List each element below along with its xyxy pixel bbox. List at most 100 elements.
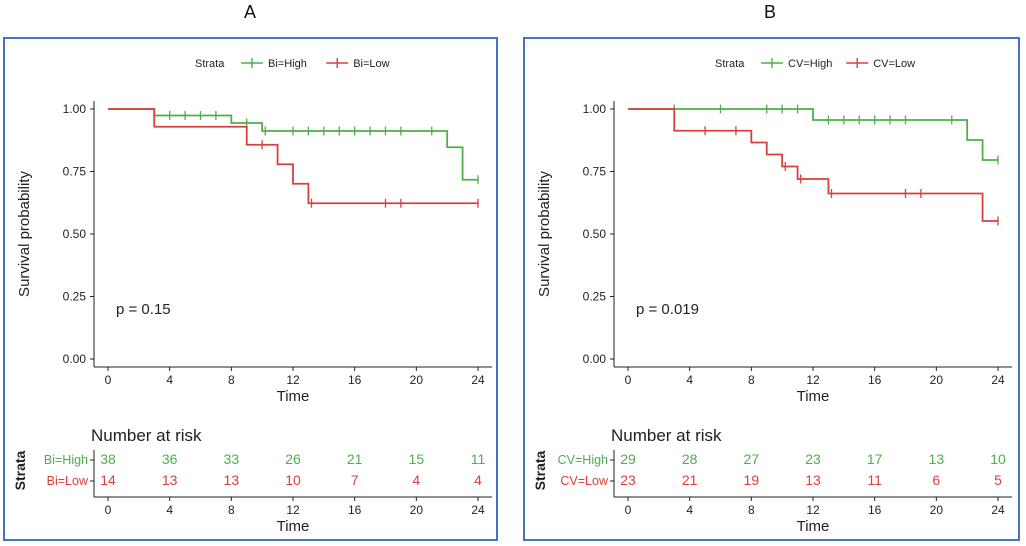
panel-b-risk-x-tick-label-5: 20	[930, 503, 944, 517]
panel-a-risk-count-1-5: 4	[412, 472, 420, 488]
panel-a-risk-x-tick-label-2: 8	[228, 503, 235, 517]
panel-label-b: B	[764, 2, 777, 22]
panel-b-risk-count-0-6: 10	[990, 451, 1006, 467]
panel-a-legend: Strata Bi=High Bi=Low	[195, 58, 390, 70]
panel-a-x-tick-label-4: 16	[348, 373, 362, 387]
panel-b-risk-count-1-5: 6	[932, 472, 940, 488]
panel-b-risk-count-1-0: 23	[620, 472, 636, 488]
panel-b-risk-strata-label: Strata	[532, 450, 548, 490]
panel-a-risk-x-tick-label-1: 4	[166, 503, 173, 517]
panel-a-y-axis-title: Survival probability	[16, 171, 33, 297]
panel-b-y-tick-label-4: 1.00	[583, 102, 607, 116]
panel-b-y-axis-title: Survival probability	[536, 171, 553, 297]
panel-a-risk-count-0-1: 36	[162, 451, 178, 467]
panel-b-risk-title: Number at risk	[611, 426, 722, 445]
panel-a-risk-count-1-2: 13	[224, 472, 240, 488]
panel-a-x-tick-label-0: 0	[105, 373, 112, 387]
panel-a-y-tick-label-2: 0.50	[63, 227, 87, 241]
panel-a-risk-count-1-0: 14	[100, 472, 116, 488]
panel-a-axes: 0.00 0.25 0.50 0.75 1.00 0 4 8 12 16 20 24 Time Survi…	[16, 101, 492, 405]
km-chart-a: Strata Bi=High Bi=Low 0.00 0.25 0.50 0.75 1.00 0…	[12, 58, 492, 535]
panel-b-y-tick-label-0: 0.00	[583, 352, 607, 366]
panel-b-risk-count-0-4: 17	[867, 451, 883, 467]
panel-b-risk-x-tick-label-1: 4	[686, 503, 693, 517]
panel-b-risk-x-tick-label-0: 0	[625, 503, 632, 517]
panel-b-risk-x-tick-label-2: 8	[748, 503, 755, 517]
panel-a-legend-label-0: Bi=High	[268, 58, 307, 70]
km-panel-a: Strata Bi=High Bi=Low 0.00 0.25 0.50 0.75 1.00 0…	[3, 37, 498, 541]
panel-b-y-tick-label-3: 0.75	[583, 165, 607, 179]
panel-a-legend-title: Strata	[195, 58, 225, 70]
panel-a-y-tick-label-1: 0.25	[63, 290, 87, 304]
panel-b-x-axis-title: Time	[797, 388, 830, 405]
panel-a-risk-title: Number at risk	[91, 426, 202, 445]
panel-b-risk-count-0-0: 29	[620, 451, 636, 467]
panel-b-risk-count-0-5: 13	[929, 451, 945, 467]
panel-b-risk-count-0-2: 27	[744, 451, 760, 467]
panel-a-risk-x-tick-label-6: 24	[471, 503, 485, 517]
panel-a-x-tick-label-3: 12	[286, 373, 300, 387]
panel-label-a: A	[244, 2, 257, 22]
panel-a-y-tick-label-4: 1.00	[63, 102, 87, 116]
panel-b-risk-count-1-3: 13	[805, 472, 821, 488]
km-panel-b: Strata CV=High CV=Low 0.00 0.25 0.50 0.75 1.00 0…	[523, 37, 1020, 541]
panel-a-y-tick-label-0: 0.00	[63, 352, 87, 366]
panel-a-p-value: p = 0.15	[116, 301, 171, 318]
panel-b-risk-row-label-0: CV=High	[558, 453, 608, 467]
panel-a-curve-1	[108, 108, 478, 205]
panel-b-risk-x-tick-label-6: 24	[991, 503, 1005, 517]
panel-b-axes: 0.00 0.25 0.50 0.75 1.00 0 4 8 12 16 20 24 Time Survi…	[536, 101, 1012, 405]
panel-a-risk-x-tick-label-5: 20	[410, 503, 424, 517]
panel-a-risk-count-0-6: 11	[471, 451, 486, 467]
panel-a-risk-count-0-2: 33	[224, 451, 240, 467]
panel-a-risk-x-tick-label-3: 12	[286, 503, 300, 517]
panel-a-x-tick-label-6: 24	[471, 373, 485, 387]
panel-a-risk-x-tick-label-4: 16	[348, 503, 362, 517]
panel-b-y-tick-label-2: 0.50	[583, 227, 607, 241]
panel-b-x-tick-label-5: 20	[930, 373, 944, 387]
panel-b-x-tick-label-3: 12	[806, 373, 820, 387]
panel-b-legend-title: Strata	[715, 58, 745, 70]
panel-a-risk-x-axis-title: Time	[277, 518, 310, 535]
panel-b-x-tick-label-0: 0	[625, 373, 632, 387]
panel-b-x-tick-label-6: 24	[991, 373, 1005, 387]
panel-b-legend: Strata CV=High CV=Low	[715, 58, 915, 70]
panel-b-risk-x-tick-label-3: 12	[806, 503, 820, 517]
panel-a-risk-count-0-5: 15	[409, 451, 425, 467]
panel-b-x-tick-label-4: 16	[868, 373, 882, 387]
panel-b-curve-0	[628, 108, 998, 161]
panel-a-risk-count-1-3: 10	[285, 472, 301, 488]
panel-b-risk-table: Number at risk Strata CV=High 29 28 27 23 17 13 1…	[532, 426, 1012, 535]
panel-a-x-tick-label-5: 20	[410, 373, 424, 387]
panel-b-risk-count-1-6: 5	[994, 472, 1002, 488]
panel-b-risk-count-0-3: 23	[805, 451, 821, 467]
panel-b-risk-count-1-4: 11	[867, 472, 882, 488]
panel-a-x-axis-title: Time	[277, 388, 310, 405]
panel-b-risk-count-1-1: 21	[682, 472, 698, 488]
panel-b-risk-row-label-1: CV=Low	[560, 474, 609, 488]
panel-a-risk-row-label-1: Bi=Low	[47, 474, 89, 488]
panel-a-risk-count-1-6: 4	[474, 472, 482, 488]
panel-a-risk-count-0-4: 21	[347, 451, 363, 467]
panel-b-risk-count-0-1: 28	[682, 451, 698, 467]
km-chart-b: Strata CV=High CV=Low0.000.250.500.751.000…	[532, 58, 1012, 535]
panel-a-x-tick-label-2: 8	[228, 373, 235, 387]
panel-a-risk-strata-label: Strata	[12, 450, 28, 490]
panel-b-risk-count-1-2: 19	[744, 472, 760, 488]
panel-b-y-tick-label-1: 0.25	[583, 290, 607, 304]
panel-a-risk-x-tick-label-0: 0	[105, 503, 112, 517]
panel-a-risk-table: Number at risk Strata Bi=High 38 36 33 26 21 15 1…	[12, 426, 492, 535]
panel-a-risk-count-1-1: 13	[162, 472, 178, 488]
panel-b-legend-label-1: CV=Low	[873, 58, 915, 70]
panel-b-curve-1	[628, 108, 998, 222]
panel-a-y-tick-label-3: 0.75	[63, 165, 87, 179]
panel-b-x-tick-label-2: 8	[748, 373, 755, 387]
panel-b-risk-x-axis-title: Time	[797, 518, 830, 535]
panel-a-risk-count-0-3: 26	[285, 451, 301, 467]
panel-b-p-value: p = 0.019	[636, 301, 699, 318]
panel-b-legend-label-0: CV=High	[788, 58, 832, 70]
panel-a-risk-count-0-0: 38	[100, 451, 116, 467]
panel-b-risk-x-tick-label-4: 16	[868, 503, 882, 517]
panel-a-risk-row-label-0: Bi=High	[44, 453, 88, 467]
panel-b-x-tick-label-1: 4	[686, 373, 693, 387]
